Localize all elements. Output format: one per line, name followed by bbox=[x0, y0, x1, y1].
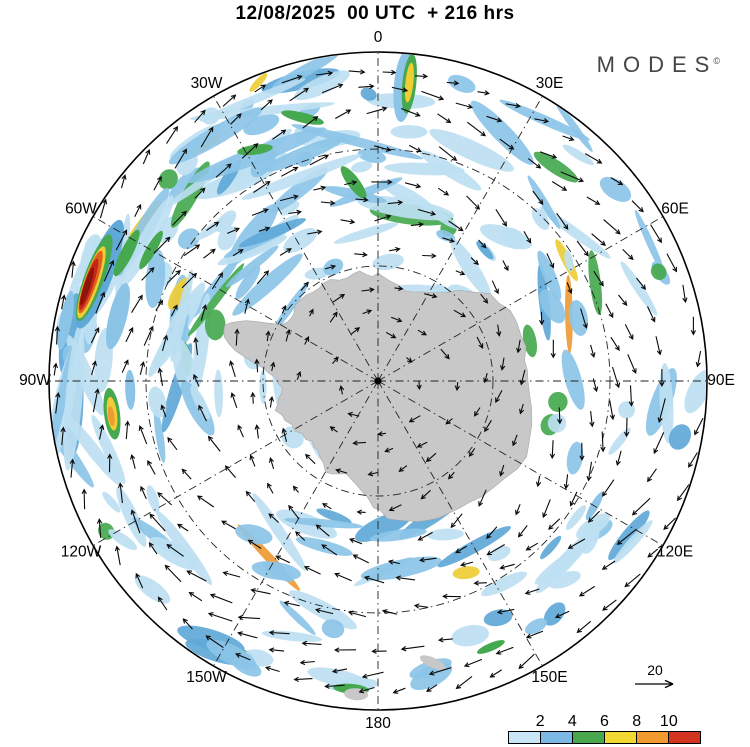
reference-arrow: 20 bbox=[629, 662, 681, 690]
longitude-label: 120E bbox=[657, 544, 693, 561]
graticule bbox=[50, 53, 706, 709]
chart-title: 12/08/2025 00 UTC + 216 hrs bbox=[235, 3, 515, 24]
colorbar-segment bbox=[509, 732, 541, 743]
colorbar-tick-label: 10 bbox=[659, 713, 678, 730]
map-boundary bbox=[48, 51, 708, 711]
longitude-label: 30E bbox=[536, 75, 564, 92]
colorbar-tick-label: 6 bbox=[600, 713, 609, 730]
colorbar-tick-label: 4 bbox=[567, 713, 577, 730]
copyright-mark: © bbox=[713, 55, 720, 66]
longitude-label: 30W bbox=[191, 75, 223, 92]
reference-arrow-icon bbox=[635, 679, 674, 689]
reference-arrow-label: 20 bbox=[647, 662, 663, 678]
south-pole-dot bbox=[374, 377, 382, 385]
colorbar: 2 4 6 8 10 bbox=[508, 713, 701, 744]
modes-logo-text: MODES bbox=[596, 52, 718, 77]
colorbar-values: 2 4 6 8 10 bbox=[508, 713, 701, 731]
longitude-label: 120W bbox=[61, 544, 102, 561]
colorbar-tick-label: 2 bbox=[535, 713, 545, 730]
colorbar-segment bbox=[605, 732, 637, 743]
longitude-label: 0 bbox=[374, 29, 383, 46]
colorbar-segment bbox=[669, 732, 700, 743]
wind-vectors bbox=[52, 69, 704, 694]
colorbar-segment bbox=[541, 732, 573, 743]
colorbar-segment bbox=[637, 732, 669, 743]
longitude-label: 90E bbox=[707, 372, 735, 389]
colorbar-tick-label: 8 bbox=[632, 713, 642, 730]
longitude-label: 60E bbox=[661, 201, 689, 218]
longitude-label: 150W bbox=[186, 669, 227, 686]
colorbar-swatches bbox=[508, 731, 701, 744]
longitude-label: 150E bbox=[531, 669, 567, 686]
colorbar-segment bbox=[573, 732, 605, 743]
modes-logo: MODES© bbox=[597, 52, 720, 78]
longitude-label: 90W bbox=[19, 372, 51, 389]
longitude-label: 180 bbox=[365, 715, 391, 732]
longitude-label: 60W bbox=[65, 201, 97, 218]
